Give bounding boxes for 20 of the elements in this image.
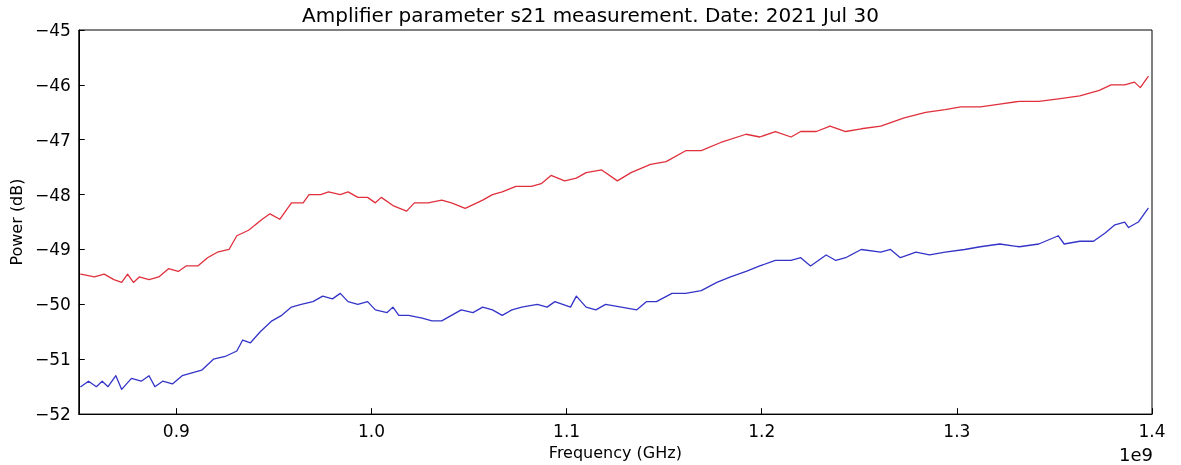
- line-series: [80, 207, 1149, 391]
- x-tick-label: 1.3: [943, 420, 971, 441]
- y-tick-label: −46: [34, 74, 71, 95]
- y-tick-label: −52: [34, 404, 71, 425]
- x-tick-label: 0.9: [162, 420, 190, 441]
- chart-title: Amplifier parameter s21 measurement. Date: 2021 Jul 30: [302, 3, 879, 27]
- y-tick-label: −50: [34, 294, 71, 315]
- text: 1e9: [1119, 443, 1154, 465]
- line-series: [80, 75, 1149, 284]
- y-axis-title: Power (dB): [6, 178, 26, 266]
- x-tick-label: 1.2: [748, 420, 776, 441]
- x-axis-title: Frequency (GHz): [548, 442, 682, 462]
- x-tick-label: 1.4: [1138, 420, 1166, 441]
- x-tick-label: 1.1: [553, 420, 581, 441]
- y-tick-label: −49: [34, 239, 71, 260]
- y-tick-label: −48: [34, 184, 71, 205]
- y-tick-label: −45: [34, 20, 71, 40]
- y-tick-label: −51: [34, 349, 71, 370]
- y-tick-label: −47: [34, 129, 71, 150]
- x-tick-label: 1.0: [357, 420, 385, 441]
